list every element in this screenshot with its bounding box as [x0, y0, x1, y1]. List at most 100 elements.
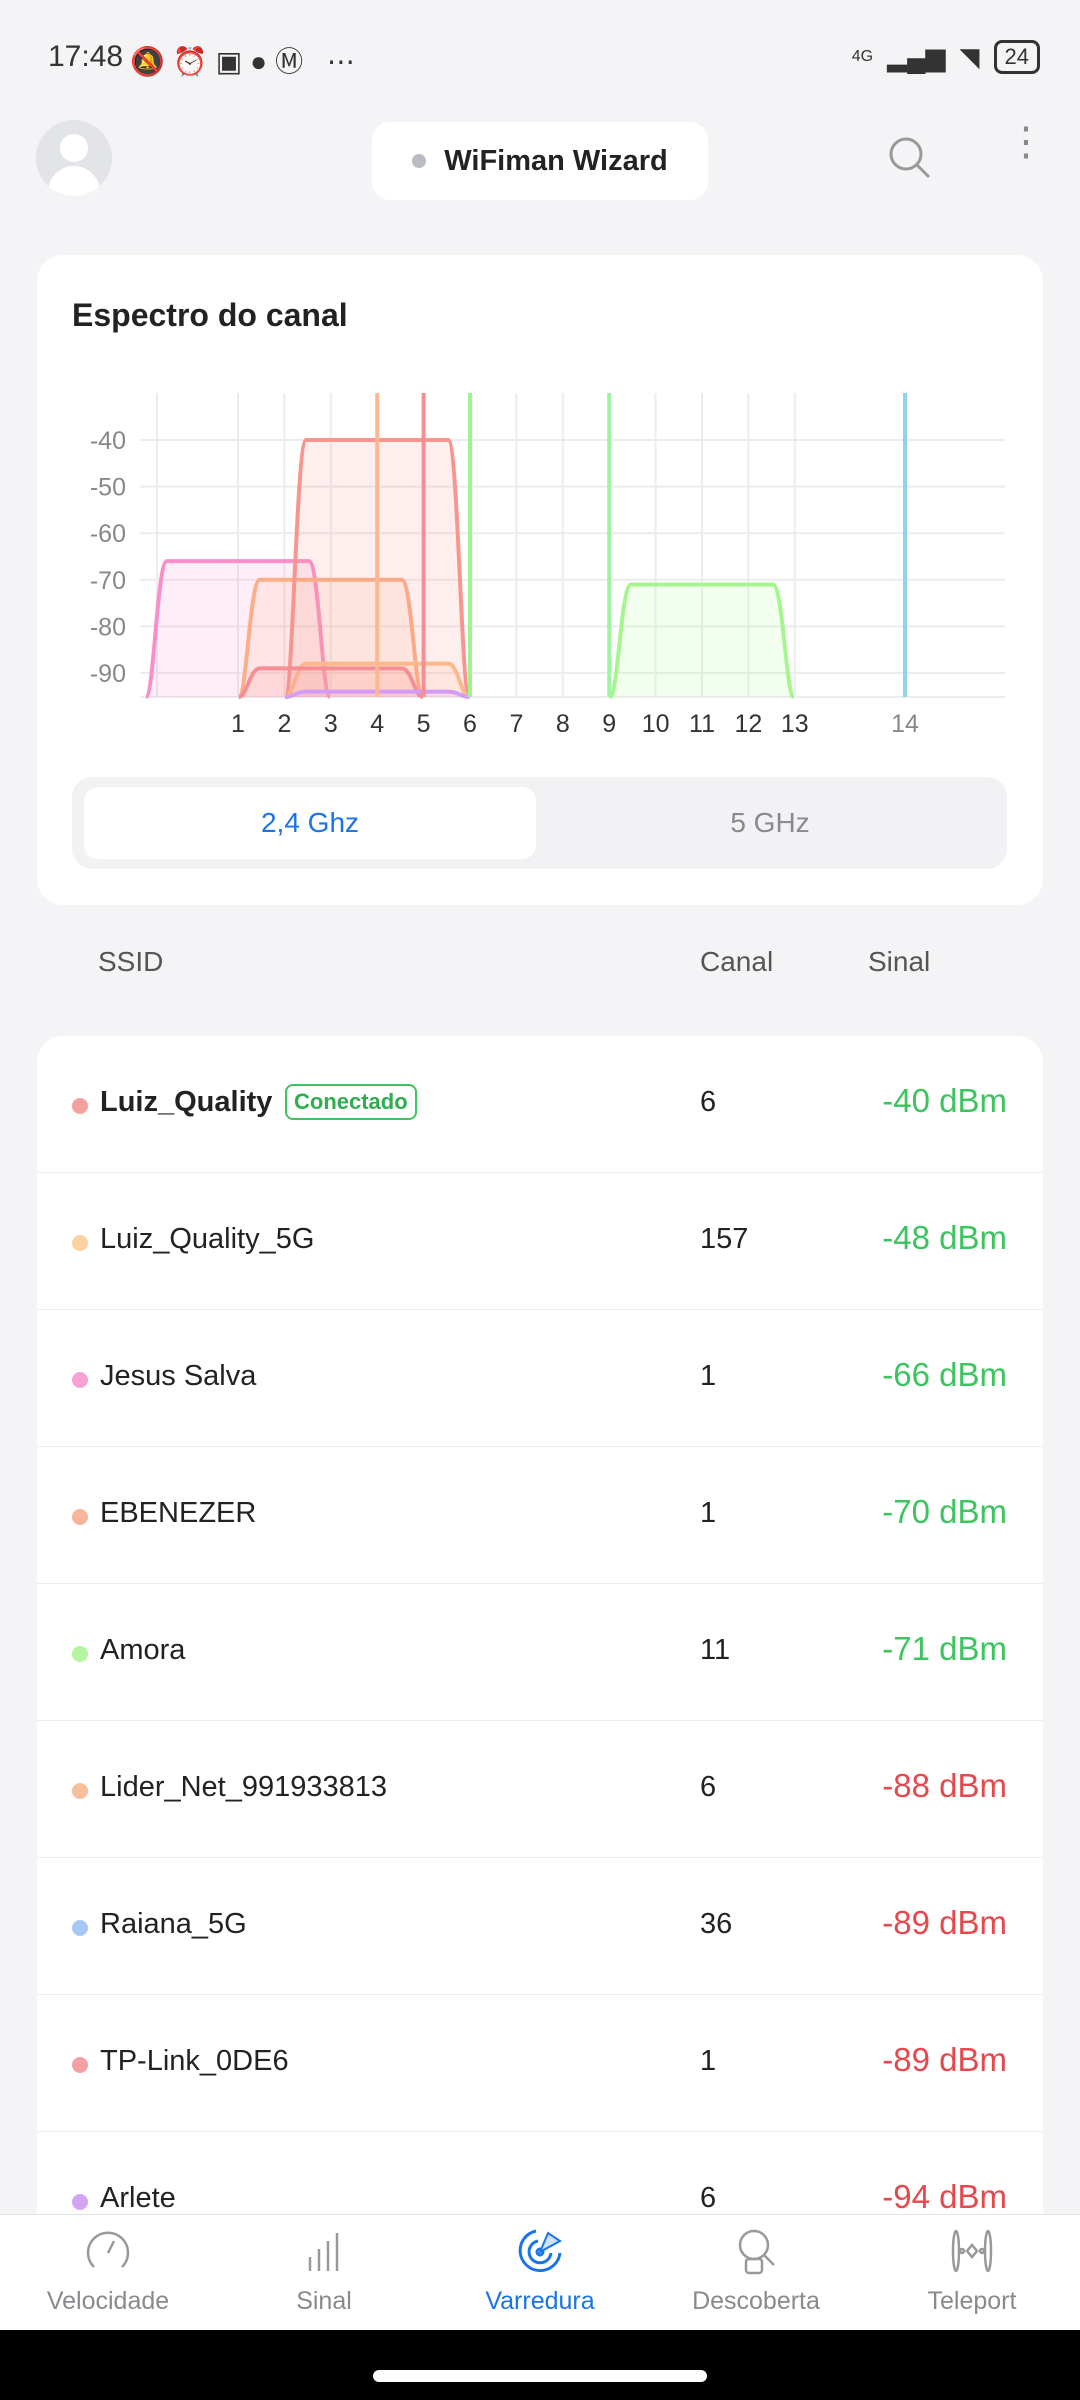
- network-row[interactable]: TP-Link_0DE6 1 -89 dBm: [37, 1995, 1043, 2132]
- network-ssid: Jesus Salva: [100, 1360, 257, 1392]
- network-ssid: TP-Link_0DE6: [100, 2045, 289, 2077]
- card-title: Espectro do canal: [72, 297, 348, 333]
- spectrum-curve: [608, 582, 796, 699]
- y-tick-label: -90: [90, 660, 126, 688]
- status-bar: 17:48 🔕⏰▣●Ⓜ ⋯ 4G ▂▄▆ ◥ 24: [0, 36, 1080, 86]
- x-tick-label: 12: [734, 710, 762, 735]
- network-signal: -40 dBm: [882, 1082, 1007, 1119]
- nav-varredura[interactable]: Varredura: [432, 2215, 648, 2331]
- cell-signal-icon: ▂▄▆: [887, 41, 946, 72]
- tab-5ghz[interactable]: 5 GHz: [730, 807, 810, 838]
- radar-icon: [518, 2229, 562, 2273]
- nav-teleport[interactable]: Teleport: [864, 2215, 1080, 2331]
- network-color-dot: [72, 1098, 88, 1114]
- status-dot: [412, 154, 427, 168]
- network-list: Luiz_Quality Conectado 6 -40 dBm Luiz_Qu…: [37, 1036, 1043, 2336]
- col-channel[interactable]: Canal: [700, 946, 774, 977]
- network-color-dot: [72, 1235, 88, 1251]
- x-tick-label: 14: [891, 710, 919, 735]
- network-channel: 36: [700, 1908, 733, 1940]
- x-tick-label: 6: [463, 710, 477, 735]
- col-signal[interactable]: Sinal: [868, 946, 931, 977]
- nav-sinal[interactable]: Sinal: [216, 2215, 432, 2331]
- status-time: 17:48: [48, 40, 124, 73]
- notification-icons: 🔕⏰▣●Ⓜ ⋯: [130, 46, 363, 77]
- avatar[interactable]: [36, 120, 112, 196]
- network-row[interactable]: Amora 11 -71 dBm: [37, 1584, 1043, 1721]
- x-tick-label: 10: [642, 710, 670, 735]
- network-color-dot: [72, 1509, 88, 1525]
- connected-badge: Conectado: [285, 1084, 417, 1120]
- wizard-pill[interactable]: WiFiman Wizard: [372, 122, 708, 200]
- network-channel: 1: [700, 1360, 717, 1392]
- network-signal: -94 dBm: [882, 2178, 1007, 2215]
- network-channel: 6: [700, 1771, 717, 1803]
- x-tick-label: 5: [417, 710, 431, 735]
- network-color-dot: [72, 1783, 88, 1799]
- x-tick-label: 11: [689, 710, 715, 735]
- channel-spectrum-card: Espectro do canal -40 -50 -60 -70 -80 -90 1 2 3 4…: [37, 255, 1043, 905]
- system-nav-bar: [0, 2330, 1080, 2400]
- x-tick-label: 8: [556, 710, 570, 735]
- network-color-dot: [72, 1372, 88, 1388]
- network-color-dot: [72, 1920, 88, 1936]
- x-tick-label: 1: [231, 710, 245, 735]
- network-row[interactable]: Luiz_Quality Conectado 6 -40 dBm: [37, 1036, 1043, 1173]
- nav-descoberta[interactable]: Descoberta: [648, 2215, 864, 2331]
- network-color-dot: [72, 2057, 88, 2073]
- bottom-nav: Velocidade Sinal Varredura Descoberta Te…: [0, 2214, 1080, 2330]
- x-tick-label: 13: [781, 710, 809, 735]
- spectrum-area: [610, 584, 794, 697]
- battery-icon: 24: [993, 40, 1040, 74]
- network-channel: 157: [700, 1223, 749, 1255]
- more-options-icon[interactable]: ⋮: [1006, 120, 1046, 164]
- y-tick-label: -80: [90, 613, 126, 641]
- network-ssid: Raiana_5G: [100, 1908, 247, 1940]
- network-signal: -88 dBm: [882, 1767, 1007, 1804]
- y-tick-label: -50: [90, 474, 126, 502]
- tab-2-4ghz[interactable]: 2,4 Ghz: [84, 787, 536, 859]
- x-tick-label: 7: [509, 710, 523, 735]
- wifi-icon: ◥: [959, 41, 980, 72]
- network-row[interactable]: Raiana_5G 36 -89 dBm: [37, 1858, 1043, 1995]
- network-ssid: Arlete: [100, 2182, 176, 2214]
- spectrum-chart: -40-50-60-70-80-901 2 3 4 5 6 7 8 9 10 11 12 13 14: [90, 393, 1005, 735]
- network-ssid: Luiz_Quality: [100, 1086, 273, 1118]
- nav-label: Teleport: [927, 2287, 1017, 2315]
- network-ssid: Amora: [100, 1634, 186, 1666]
- home-handle[interactable]: [373, 2370, 707, 2382]
- network-color-dot: [72, 2194, 88, 2210]
- x-tick-label: 9: [602, 710, 616, 735]
- col-ssid[interactable]: SSID: [98, 946, 164, 977]
- spectrum-area: [146, 561, 330, 697]
- speedometer-icon: [86, 2231, 130, 2268]
- band-toggle: 2,4 Ghz 5 GHz: [72, 777, 1007, 869]
- x-tick-label: 4: [370, 710, 384, 735]
- nav-label: Descoberta: [692, 2287, 820, 2315]
- network-row[interactable]: Jesus Salva 1 -66 dBm: [37, 1310, 1043, 1447]
- network-signal: -89 dBm: [882, 1904, 1007, 1941]
- nav-label: Velocidade: [46, 2287, 170, 2315]
- device-discovery-icon: [738, 2229, 775, 2275]
- signal-bars-icon: [308, 2233, 339, 2271]
- teleport-icon: [951, 2229, 993, 2273]
- network-channel: 11: [700, 1634, 731, 1666]
- nav-label: Varredura: [485, 2287, 595, 2315]
- y-tick-label: -60: [90, 520, 126, 548]
- y-tick-label: -40: [90, 427, 126, 455]
- network-channel: 1: [700, 2045, 717, 2077]
- network-ssid: Lider_Net_991933813: [100, 1771, 388, 1803]
- network-row[interactable]: EBENEZER 1 -70 dBm: [37, 1447, 1043, 1584]
- network-type: 4G: [851, 48, 874, 65]
- x-tick-label: 3: [324, 710, 338, 735]
- spectrum-curve: [236, 577, 425, 699]
- search-icon[interactable]: [886, 134, 932, 180]
- network-row[interactable]: Lider_Net_991933813 6 -88 dBm: [37, 1721, 1043, 1858]
- nav-velocidade[interactable]: Velocidade: [0, 2215, 216, 2331]
- y-tick-label: -70: [90, 567, 126, 595]
- app-title: WiFiman Wizard: [444, 144, 668, 177]
- network-channel: 6: [700, 2182, 717, 2214]
- network-row[interactable]: Luiz_Quality_5G 157 -48 dBm: [37, 1173, 1043, 1310]
- network-ssid: EBENEZER: [100, 1497, 257, 1529]
- network-signal: -71 dBm: [882, 1630, 1007, 1667]
